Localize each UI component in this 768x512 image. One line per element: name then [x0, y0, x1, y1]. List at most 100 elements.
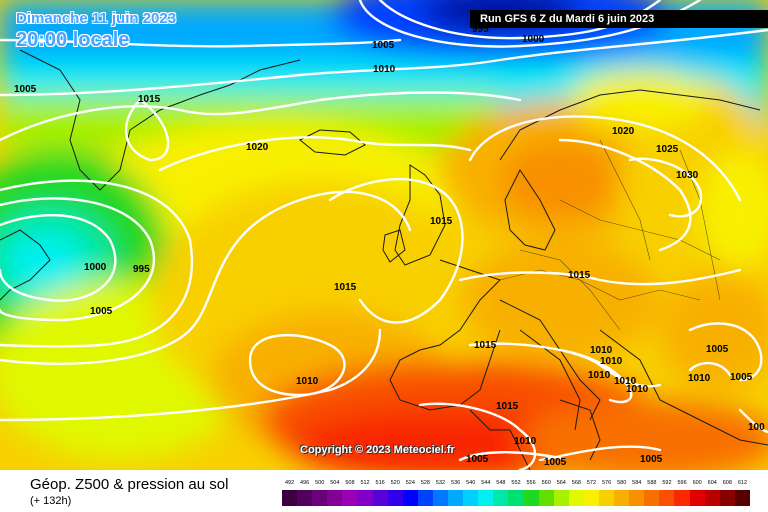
- color-scale-label: 548: [496, 480, 506, 486]
- color-scale-label: 492: [284, 480, 295, 486]
- color-scale-label: 612: [737, 480, 748, 486]
- color-scale-swatch: [342, 490, 358, 506]
- color-scale-label: 588: [647, 480, 657, 486]
- color-scale-swatch: [568, 490, 584, 506]
- isobar-label: 1000: [522, 34, 545, 45]
- color-scale-swatch: [538, 490, 554, 506]
- isobar-label: 1010: [590, 345, 613, 356]
- color-scale-label: 532: [435, 480, 446, 486]
- color-scale-label: 560: [541, 480, 551, 486]
- isobar-label: 1005: [466, 454, 489, 465]
- color-scale-swatch: [719, 490, 735, 506]
- color-scale-swatch: [674, 490, 690, 506]
- run-banner: Run GFS 6 Z du Mardi 6 juin 2023: [470, 10, 768, 28]
- isobar-label: 1005: [730, 372, 753, 383]
- legend-footer: Géop. Z500 & pression au sol (+ 132h) 49…: [0, 470, 768, 512]
- color-scale-swatch: [659, 490, 675, 506]
- color-scale-swatch: [629, 490, 645, 506]
- lead-time: (+ 132h): [30, 495, 72, 507]
- color-scale-label: 528: [420, 480, 430, 486]
- isobar-label: 1005: [544, 457, 567, 468]
- color-scale-label: 584: [632, 480, 642, 486]
- color-scale-swatch: [704, 490, 720, 506]
- color-scale-swatch: [583, 490, 599, 506]
- color-scale-label: 564: [556, 480, 566, 486]
- isobars: [0, 0, 768, 470]
- color-scale-swatch: [598, 490, 615, 506]
- color-scale-swatch: [327, 490, 343, 506]
- coastlines: [0, 49, 768, 470]
- color-scale-label: 552: [511, 480, 521, 486]
- isobar-labels: 995 1000 1005 1010 1005 1015 1020 1000 9…: [14, 24, 765, 468]
- isobar-label: 1020: [612, 126, 635, 137]
- color-scale-label: 500: [315, 480, 325, 486]
- pressure-map: 995 1000 1005 1010 1005 1015 1020 1000 9…: [0, 0, 768, 470]
- isobar-label: 1020: [246, 142, 269, 153]
- color-scale-label: 496: [300, 480, 310, 486]
- forecast-time: 20:00 locale: [16, 29, 130, 51]
- isobar-label: 1015: [334, 282, 357, 293]
- isobar-label: 1025: [656, 144, 679, 155]
- color-scale-swatch: [372, 490, 388, 506]
- color-scale-swatch: [734, 490, 750, 506]
- color-scale-label: 608: [722, 480, 732, 486]
- color-scale-swatch: [493, 490, 509, 506]
- color-scale-label: 520: [390, 480, 400, 486]
- color-scale-label: 568: [571, 480, 581, 486]
- color-scale-label: 540: [466, 480, 476, 486]
- color-scale-label: 596: [677, 480, 687, 486]
- color-scale-swatch: [432, 490, 449, 506]
- isobar-label: 1015: [430, 216, 453, 227]
- isobar-label: 100: [748, 422, 765, 433]
- color-scale-label: 512: [360, 480, 370, 486]
- color-scale-swatch: [614, 490, 630, 506]
- color-scale-swatch: [402, 490, 418, 506]
- product-title: Géop. Z500 & pression au sol: [30, 476, 229, 493]
- color-scale-label: 504: [330, 480, 340, 486]
- color-scale-swatch: [448, 490, 464, 506]
- color-scale-label: 592: [662, 480, 672, 486]
- isobar-label: 1005: [640, 454, 663, 465]
- color-scale-swatch: [478, 490, 494, 506]
- color-scale-label: 576: [601, 480, 612, 486]
- isobar-label: 1010: [626, 384, 649, 395]
- color-scale-swatch: [357, 490, 373, 506]
- isobar-label: 1015: [568, 270, 591, 281]
- color-scale-swatch: [297, 490, 313, 506]
- color-scale-swatch: [312, 490, 328, 506]
- color-scale-swatch: [463, 490, 479, 506]
- color-scale-label: 580: [617, 480, 627, 486]
- color-scale-swatch: [644, 490, 660, 506]
- color-scale-swatch: [553, 490, 569, 506]
- isobar-label: 1015: [474, 340, 497, 351]
- forecast-date: Dimanche 11 juin 2023: [16, 10, 177, 27]
- isobar-label: 1010: [514, 436, 537, 447]
- color-scale-label: 508: [345, 480, 355, 486]
- color-scale-label: 544: [481, 480, 491, 486]
- color-scale-label: 600: [692, 480, 702, 486]
- isobar-label: 1010: [614, 376, 637, 387]
- color-scale-label: 572: [586, 480, 597, 486]
- isobar-label: 1010: [373, 64, 396, 75]
- isobar-label: 1010: [296, 376, 319, 387]
- isobar-label: 1010: [600, 356, 623, 367]
- copyright-notice: Copyright © 2023 Meteociel.fr: [300, 444, 455, 456]
- color-scale-label: 536: [451, 480, 461, 486]
- isobar-label: 1015: [138, 94, 161, 105]
- isobar-label: 1005: [90, 306, 113, 317]
- color-scale-swatch: [417, 490, 433, 506]
- color-scale-labels: 492 496 500 504 508 512 516 520 524 528 532 536 540 5…: [282, 480, 750, 490]
- isobar-label: 1015: [496, 401, 519, 412]
- color-scale-bar: [282, 490, 750, 506]
- color-scale-label: 556: [526, 480, 536, 486]
- isobar-label: 1005: [706, 344, 729, 355]
- isobar-label: 1010: [688, 373, 711, 384]
- color-scale-label: 516: [375, 480, 385, 486]
- color-scale-swatch: [689, 490, 705, 506]
- isobar-label: 1030: [676, 170, 699, 181]
- color-scale-swatch: [523, 490, 539, 506]
- isobar-label: 1005: [14, 84, 37, 95]
- color-scale-label: 604: [707, 480, 717, 486]
- isobar-label: 1000: [84, 262, 107, 273]
